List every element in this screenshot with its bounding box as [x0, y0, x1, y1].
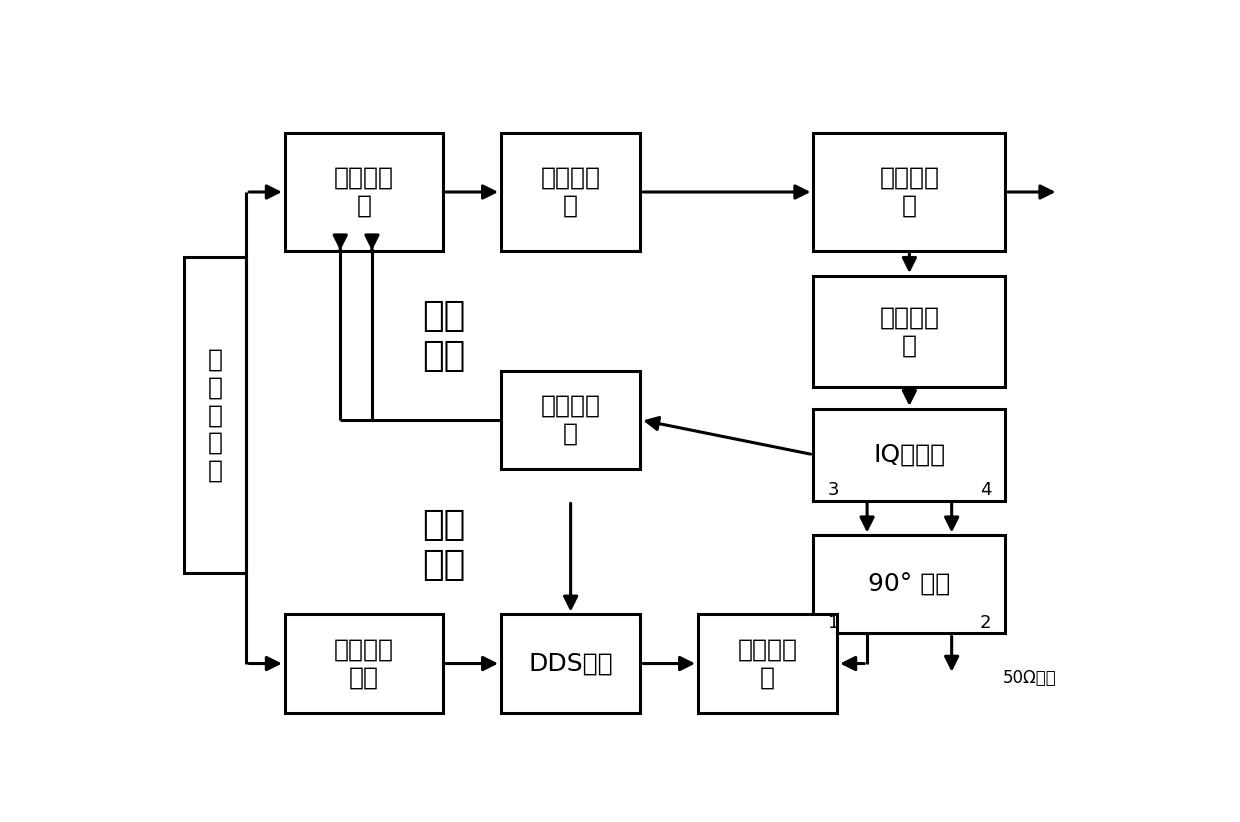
Bar — [501, 615, 640, 713]
Text: 90° 电桥: 90° 电桥 — [868, 572, 951, 597]
Text: 2: 2 — [980, 614, 991, 632]
Text: 倍频滤波
模块: 倍频滤波 模块 — [334, 638, 394, 690]
Text: 第一放大
器: 第一放大 器 — [541, 394, 600, 446]
Bar — [285, 615, 444, 713]
Bar — [501, 371, 640, 469]
Text: 4: 4 — [980, 482, 991, 499]
Bar — [184, 256, 247, 574]
Text: 数字鉴相
器: 数字鉴相 器 — [334, 166, 394, 218]
Bar — [813, 133, 1006, 251]
Text: 3: 3 — [828, 482, 839, 499]
Text: 低通滤波
器: 低通滤波 器 — [738, 638, 797, 690]
Bar — [813, 409, 1006, 501]
Text: 50Ω负载: 50Ω负载 — [1003, 669, 1056, 686]
Text: 控制
信号: 控制 信号 — [422, 299, 465, 372]
Text: 控制
信号: 控制 信号 — [422, 508, 465, 581]
Text: IQ混频器: IQ混频器 — [873, 443, 945, 467]
Text: 压控振荡
器: 压控振荡 器 — [879, 166, 940, 218]
Bar — [501, 133, 640, 251]
Text: 环路滤波
器: 环路滤波 器 — [541, 166, 600, 218]
Bar — [813, 535, 1006, 634]
Text: 晶
体
振
荡
器: 晶 体 振 荡 器 — [207, 348, 222, 483]
Text: DDS电路: DDS电路 — [528, 652, 613, 676]
Bar — [813, 276, 1006, 386]
Text: 1: 1 — [828, 614, 839, 632]
Bar — [698, 615, 837, 713]
Text: 第二放大
器: 第二放大 器 — [879, 305, 940, 357]
Bar — [285, 133, 444, 251]
